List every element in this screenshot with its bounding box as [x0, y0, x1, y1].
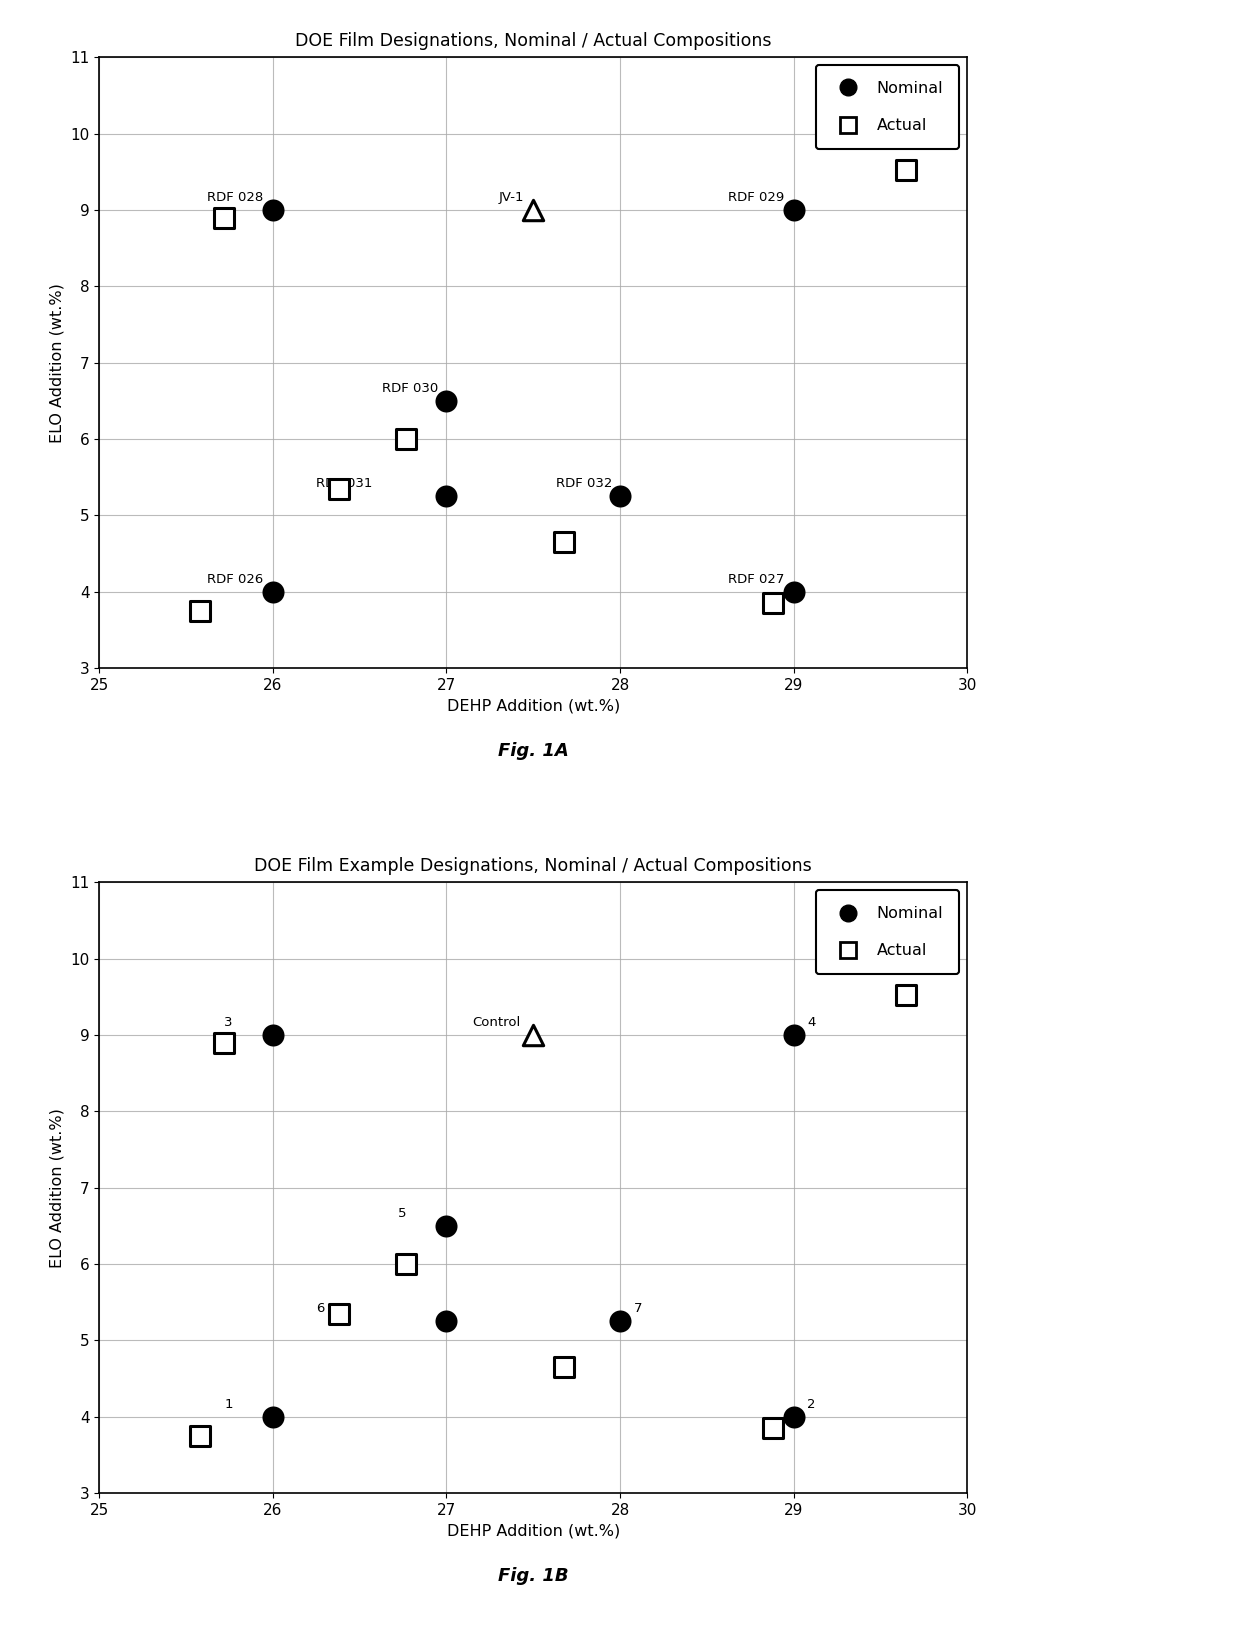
Text: JV-1: JV-1 [498, 191, 525, 204]
Text: Control: Control [472, 1015, 521, 1028]
Title: DOE Film Designations, Nominal / Actual Compositions: DOE Film Designations, Nominal / Actual … [295, 33, 771, 51]
Point [897, 157, 916, 183]
Point [263, 1404, 283, 1430]
Point [784, 1404, 804, 1430]
Text: 4: 4 [807, 1015, 816, 1028]
Point [523, 1022, 543, 1048]
Text: RDF 030: RDF 030 [382, 382, 439, 395]
Point [436, 1213, 456, 1239]
Point [436, 1309, 456, 1335]
Point [397, 1252, 417, 1278]
Text: Fig. 1A: Fig. 1A [497, 741, 569, 759]
Text: RDF 026: RDF 026 [207, 573, 263, 586]
Text: 5: 5 [398, 1206, 407, 1219]
Point [215, 204, 234, 230]
Text: 7: 7 [634, 1302, 642, 1315]
Point [329, 1301, 348, 1327]
Text: RDF 031: RDF 031 [316, 477, 372, 490]
Title: DOE Film Example Designations, Nominal / Actual Compositions: DOE Film Example Designations, Nominal /… [254, 857, 812, 875]
Y-axis label: ELO Addition (wt.%): ELO Addition (wt.%) [50, 282, 64, 442]
Point [897, 982, 916, 1009]
Point [397, 426, 417, 452]
Point [784, 579, 804, 605]
Point [610, 483, 630, 509]
Point [190, 1423, 210, 1449]
Text: 2: 2 [807, 1397, 816, 1410]
Point [436, 483, 456, 509]
Text: 1: 1 [224, 1397, 233, 1410]
Point [263, 197, 283, 224]
Text: 3: 3 [224, 1015, 233, 1028]
Point [554, 1355, 574, 1381]
Point [523, 197, 543, 224]
Text: RDF 028: RDF 028 [207, 191, 263, 204]
Point [784, 1022, 804, 1048]
Text: RDF 027: RDF 027 [728, 573, 784, 586]
Text: RDF 029: RDF 029 [728, 191, 784, 204]
X-axis label: DEHP Addition (wt.%): DEHP Addition (wt.%) [446, 698, 620, 713]
Legend: Nominal, Actual: Nominal, Actual [816, 65, 960, 150]
Legend: Nominal, Actual: Nominal, Actual [816, 889, 960, 974]
Point [215, 1030, 234, 1056]
Text: Fig. 1B: Fig. 1B [498, 1567, 568, 1585]
Point [436, 388, 456, 415]
Point [263, 579, 283, 605]
Point [190, 597, 210, 623]
Point [554, 529, 574, 555]
Point [263, 1022, 283, 1048]
Text: 6: 6 [316, 1302, 325, 1315]
X-axis label: DEHP Addition (wt.%): DEHP Addition (wt.%) [446, 1524, 620, 1539]
Y-axis label: ELO Addition (wt.%): ELO Addition (wt.%) [50, 1108, 64, 1268]
Text: RDF 032: RDF 032 [556, 477, 613, 490]
Point [763, 591, 782, 617]
Point [784, 197, 804, 224]
Point [610, 1309, 630, 1335]
Point [763, 1415, 782, 1441]
Point [329, 475, 348, 501]
